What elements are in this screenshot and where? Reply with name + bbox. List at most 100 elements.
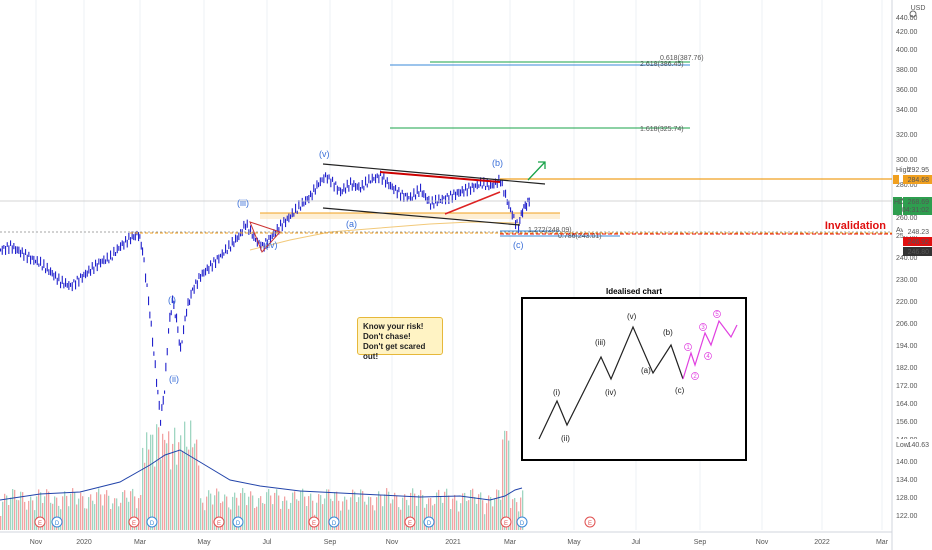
candle bbox=[100, 258, 102, 268]
volume-bar bbox=[472, 488, 474, 530]
candle bbox=[113, 246, 115, 256]
dividend-marker[interactable] bbox=[146, 516, 158, 528]
dividend-marker[interactable] bbox=[516, 516, 528, 528]
volume-bar bbox=[84, 508, 86, 530]
volume-bar bbox=[14, 489, 16, 530]
toolbar-icons[interactable] bbox=[909, 10, 917, 18]
fib-tag: 284.68 bbox=[908, 177, 930, 184]
candle bbox=[363, 185, 365, 191]
currency-label: USD bbox=[911, 5, 926, 12]
price-candles bbox=[0, 170, 530, 426]
candle bbox=[280, 219, 282, 227]
candle bbox=[380, 170, 382, 176]
candle bbox=[508, 200, 510, 209]
event-marker-label: D bbox=[236, 521, 241, 527]
candle bbox=[501, 178, 503, 187]
dividend-marker[interactable] bbox=[328, 516, 340, 528]
high-value: 292.95 bbox=[908, 167, 930, 174]
volume-bar bbox=[260, 496, 262, 530]
candle bbox=[120, 242, 122, 251]
volume-bar bbox=[384, 494, 386, 530]
candle bbox=[0, 248, 2, 252]
dividend-marker[interactable] bbox=[232, 516, 244, 528]
candle bbox=[511, 210, 513, 220]
candle bbox=[63, 282, 65, 289]
price-tick-label: 156.00 bbox=[896, 419, 918, 426]
earnings-marker[interactable] bbox=[500, 516, 512, 528]
candle bbox=[301, 197, 303, 207]
candle bbox=[438, 194, 440, 204]
candle bbox=[388, 182, 390, 190]
candle bbox=[121, 240, 123, 246]
idealised-chart: (i) (ii) (iii) (iv) (v) (a) (b) (c) 1 2 … bbox=[538, 310, 738, 443]
volume-bar bbox=[100, 494, 102, 530]
time-tick-label: Mar bbox=[504, 539, 517, 546]
volume-bar bbox=[38, 489, 40, 530]
dividend-marker[interactable] bbox=[51, 516, 63, 528]
candle bbox=[333, 182, 335, 192]
volume-bar bbox=[478, 494, 480, 530]
candle bbox=[513, 214, 515, 219]
volume-bar bbox=[224, 494, 226, 530]
volume-bar bbox=[272, 504, 274, 530]
candle bbox=[91, 262, 93, 270]
candle bbox=[168, 328, 170, 334]
volume-bar bbox=[198, 465, 200, 530]
candle bbox=[41, 266, 43, 271]
candle bbox=[28, 251, 30, 257]
volume-bar bbox=[232, 496, 234, 530]
candle bbox=[386, 177, 388, 185]
volume-bar bbox=[262, 503, 264, 530]
volume-bar bbox=[508, 440, 510, 530]
current-ticker: HD bbox=[894, 199, 904, 206]
candle bbox=[192, 287, 194, 291]
candle bbox=[273, 229, 275, 238]
candle bbox=[371, 173, 373, 183]
dividend-marker[interactable] bbox=[423, 516, 435, 528]
volume-bar bbox=[242, 488, 244, 530]
volume-bar bbox=[490, 497, 492, 530]
volume-bar bbox=[268, 489, 270, 530]
earnings-marker[interactable] bbox=[404, 516, 416, 528]
volume-bar bbox=[184, 421, 186, 530]
volume-bar bbox=[388, 491, 390, 530]
candle bbox=[11, 245, 13, 254]
volume-bar bbox=[432, 505, 434, 530]
volume-bar bbox=[460, 503, 462, 530]
candle bbox=[172, 295, 174, 304]
volume-bar bbox=[470, 490, 472, 530]
volume-bar bbox=[302, 488, 304, 530]
earnings-marker[interactable] bbox=[308, 516, 320, 528]
candle bbox=[311, 192, 313, 201]
candle bbox=[268, 235, 270, 240]
ideal-label-iii: (iii) bbox=[595, 338, 606, 347]
volume-bar bbox=[348, 509, 350, 530]
ideal-label-v: (v) bbox=[627, 312, 637, 321]
ideal-pink-5: 5 bbox=[715, 312, 719, 318]
volume-bar bbox=[12, 489, 14, 530]
candle bbox=[55, 271, 57, 279]
volume-bar bbox=[304, 496, 306, 530]
volume-bar bbox=[204, 510, 206, 530]
volume-bar bbox=[286, 500, 288, 530]
earnings-marker[interactable] bbox=[213, 516, 225, 528]
grid-lines bbox=[35, 0, 883, 530]
earnings-marker[interactable] bbox=[584, 516, 596, 528]
candle bbox=[308, 195, 310, 204]
earnings-marker[interactable] bbox=[128, 516, 140, 528]
volume-bar bbox=[48, 491, 50, 530]
candle bbox=[405, 192, 407, 197]
channel-upper-line bbox=[322, 163, 546, 185]
time-tick-label: May bbox=[197, 539, 211, 546]
candle bbox=[488, 185, 490, 191]
earnings-marker[interactable] bbox=[34, 516, 46, 528]
volume-bar bbox=[380, 495, 382, 530]
candle bbox=[220, 253, 222, 258]
volume-bar bbox=[116, 498, 118, 530]
candle bbox=[276, 224, 278, 232]
candle bbox=[500, 179, 502, 187]
volume-bar bbox=[248, 496, 250, 530]
volume-bar bbox=[130, 491, 132, 530]
